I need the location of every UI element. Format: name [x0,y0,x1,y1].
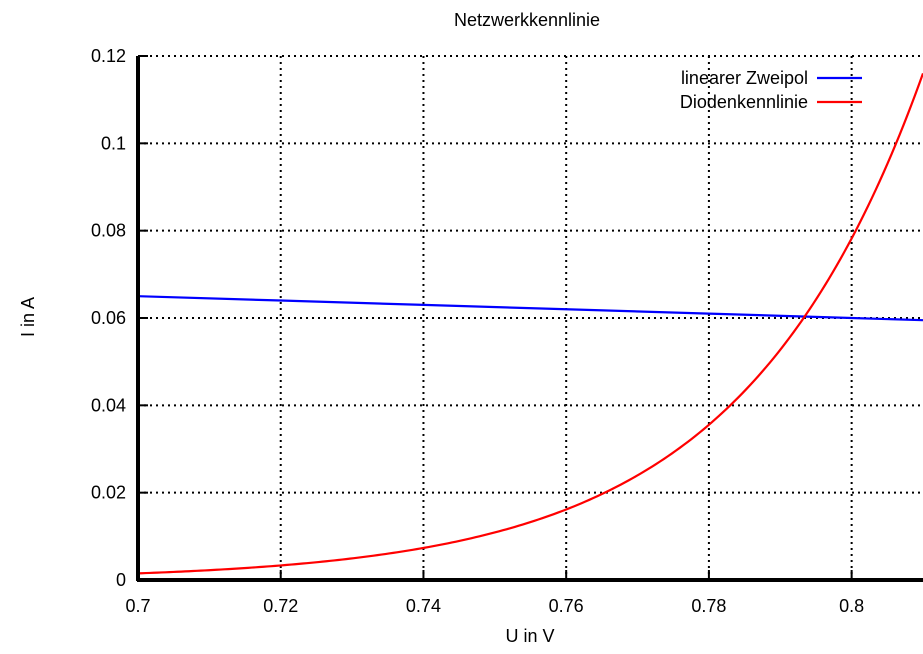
x-tick-label: 0.76 [549,596,584,616]
y-tick-label: 0.1 [101,133,126,153]
series-line-2 [137,72,923,575]
y-axis-title: I in A [18,297,38,337]
x-tick-label: 0.7 [125,596,150,616]
x-tick-label: 0.74 [406,596,441,616]
legend-label: Diodenkennlinie [680,92,808,112]
y-tick-label: 0.06 [91,308,126,328]
x-tick-label: 0.72 [263,596,298,616]
y-tick-label: 0.12 [91,46,126,66]
y-tick-label: 0.04 [91,395,126,415]
chart-title: Netzwerkkennlinie [454,10,600,30]
y-tick-label: 0 [116,570,126,590]
x-tick-label: 0.8 [839,596,864,616]
axes [136,55,923,582]
y-tick-label: 0.08 [91,221,126,241]
legend-label: linearer Zweipol [681,68,808,88]
y-tick-label: 0.02 [91,483,126,503]
x-axis-title: U in V [505,626,554,646]
grid [138,55,923,580]
series-line-1 [137,295,923,322]
legend: linearer Zweipol Diodenkennlinie [680,68,862,112]
series-layer [137,72,923,575]
x-tick-label: 0.78 [691,596,726,616]
tick-labels: 0.7 0.72 0.74 0.76 0.78 0.8 0 0.02 0.04 0.06 0.08 0… [91,46,864,616]
